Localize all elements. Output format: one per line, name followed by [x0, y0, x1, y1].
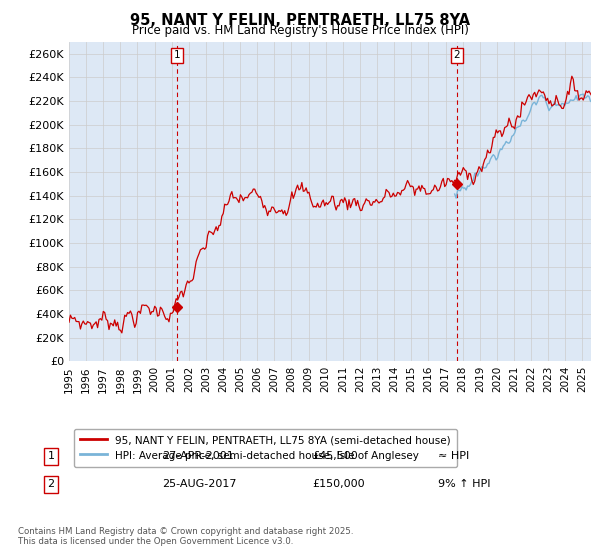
Text: 9% ↑ HPI: 9% ↑ HPI [438, 479, 491, 489]
Legend: 95, NANT Y FELIN, PENTRAETH, LL75 8YA (semi-detached house), HPI: Average price,: 95, NANT Y FELIN, PENTRAETH, LL75 8YA (s… [74, 428, 457, 467]
Text: 1: 1 [47, 451, 55, 461]
Text: 95, NANT Y FELIN, PENTRAETH, LL75 8YA: 95, NANT Y FELIN, PENTRAETH, LL75 8YA [130, 13, 470, 28]
Text: 2: 2 [47, 479, 55, 489]
Text: 2: 2 [454, 50, 460, 60]
Text: Price paid vs. HM Land Registry's House Price Index (HPI): Price paid vs. HM Land Registry's House … [131, 24, 469, 37]
Text: ≈ HPI: ≈ HPI [438, 451, 469, 461]
Text: 27-APR-2001: 27-APR-2001 [162, 451, 234, 461]
Text: 1: 1 [174, 50, 181, 60]
Bar [177, 42, 457, 361]
Text: Contains HM Land Registry data © Crown copyright and database right 2025.
This d: Contains HM Land Registry data © Crown c… [18, 526, 353, 546]
Text: £45,500: £45,500 [312, 451, 358, 461]
Text: 25-AUG-2017: 25-AUG-2017 [162, 479, 236, 489]
Text: £150,000: £150,000 [312, 479, 365, 489]
